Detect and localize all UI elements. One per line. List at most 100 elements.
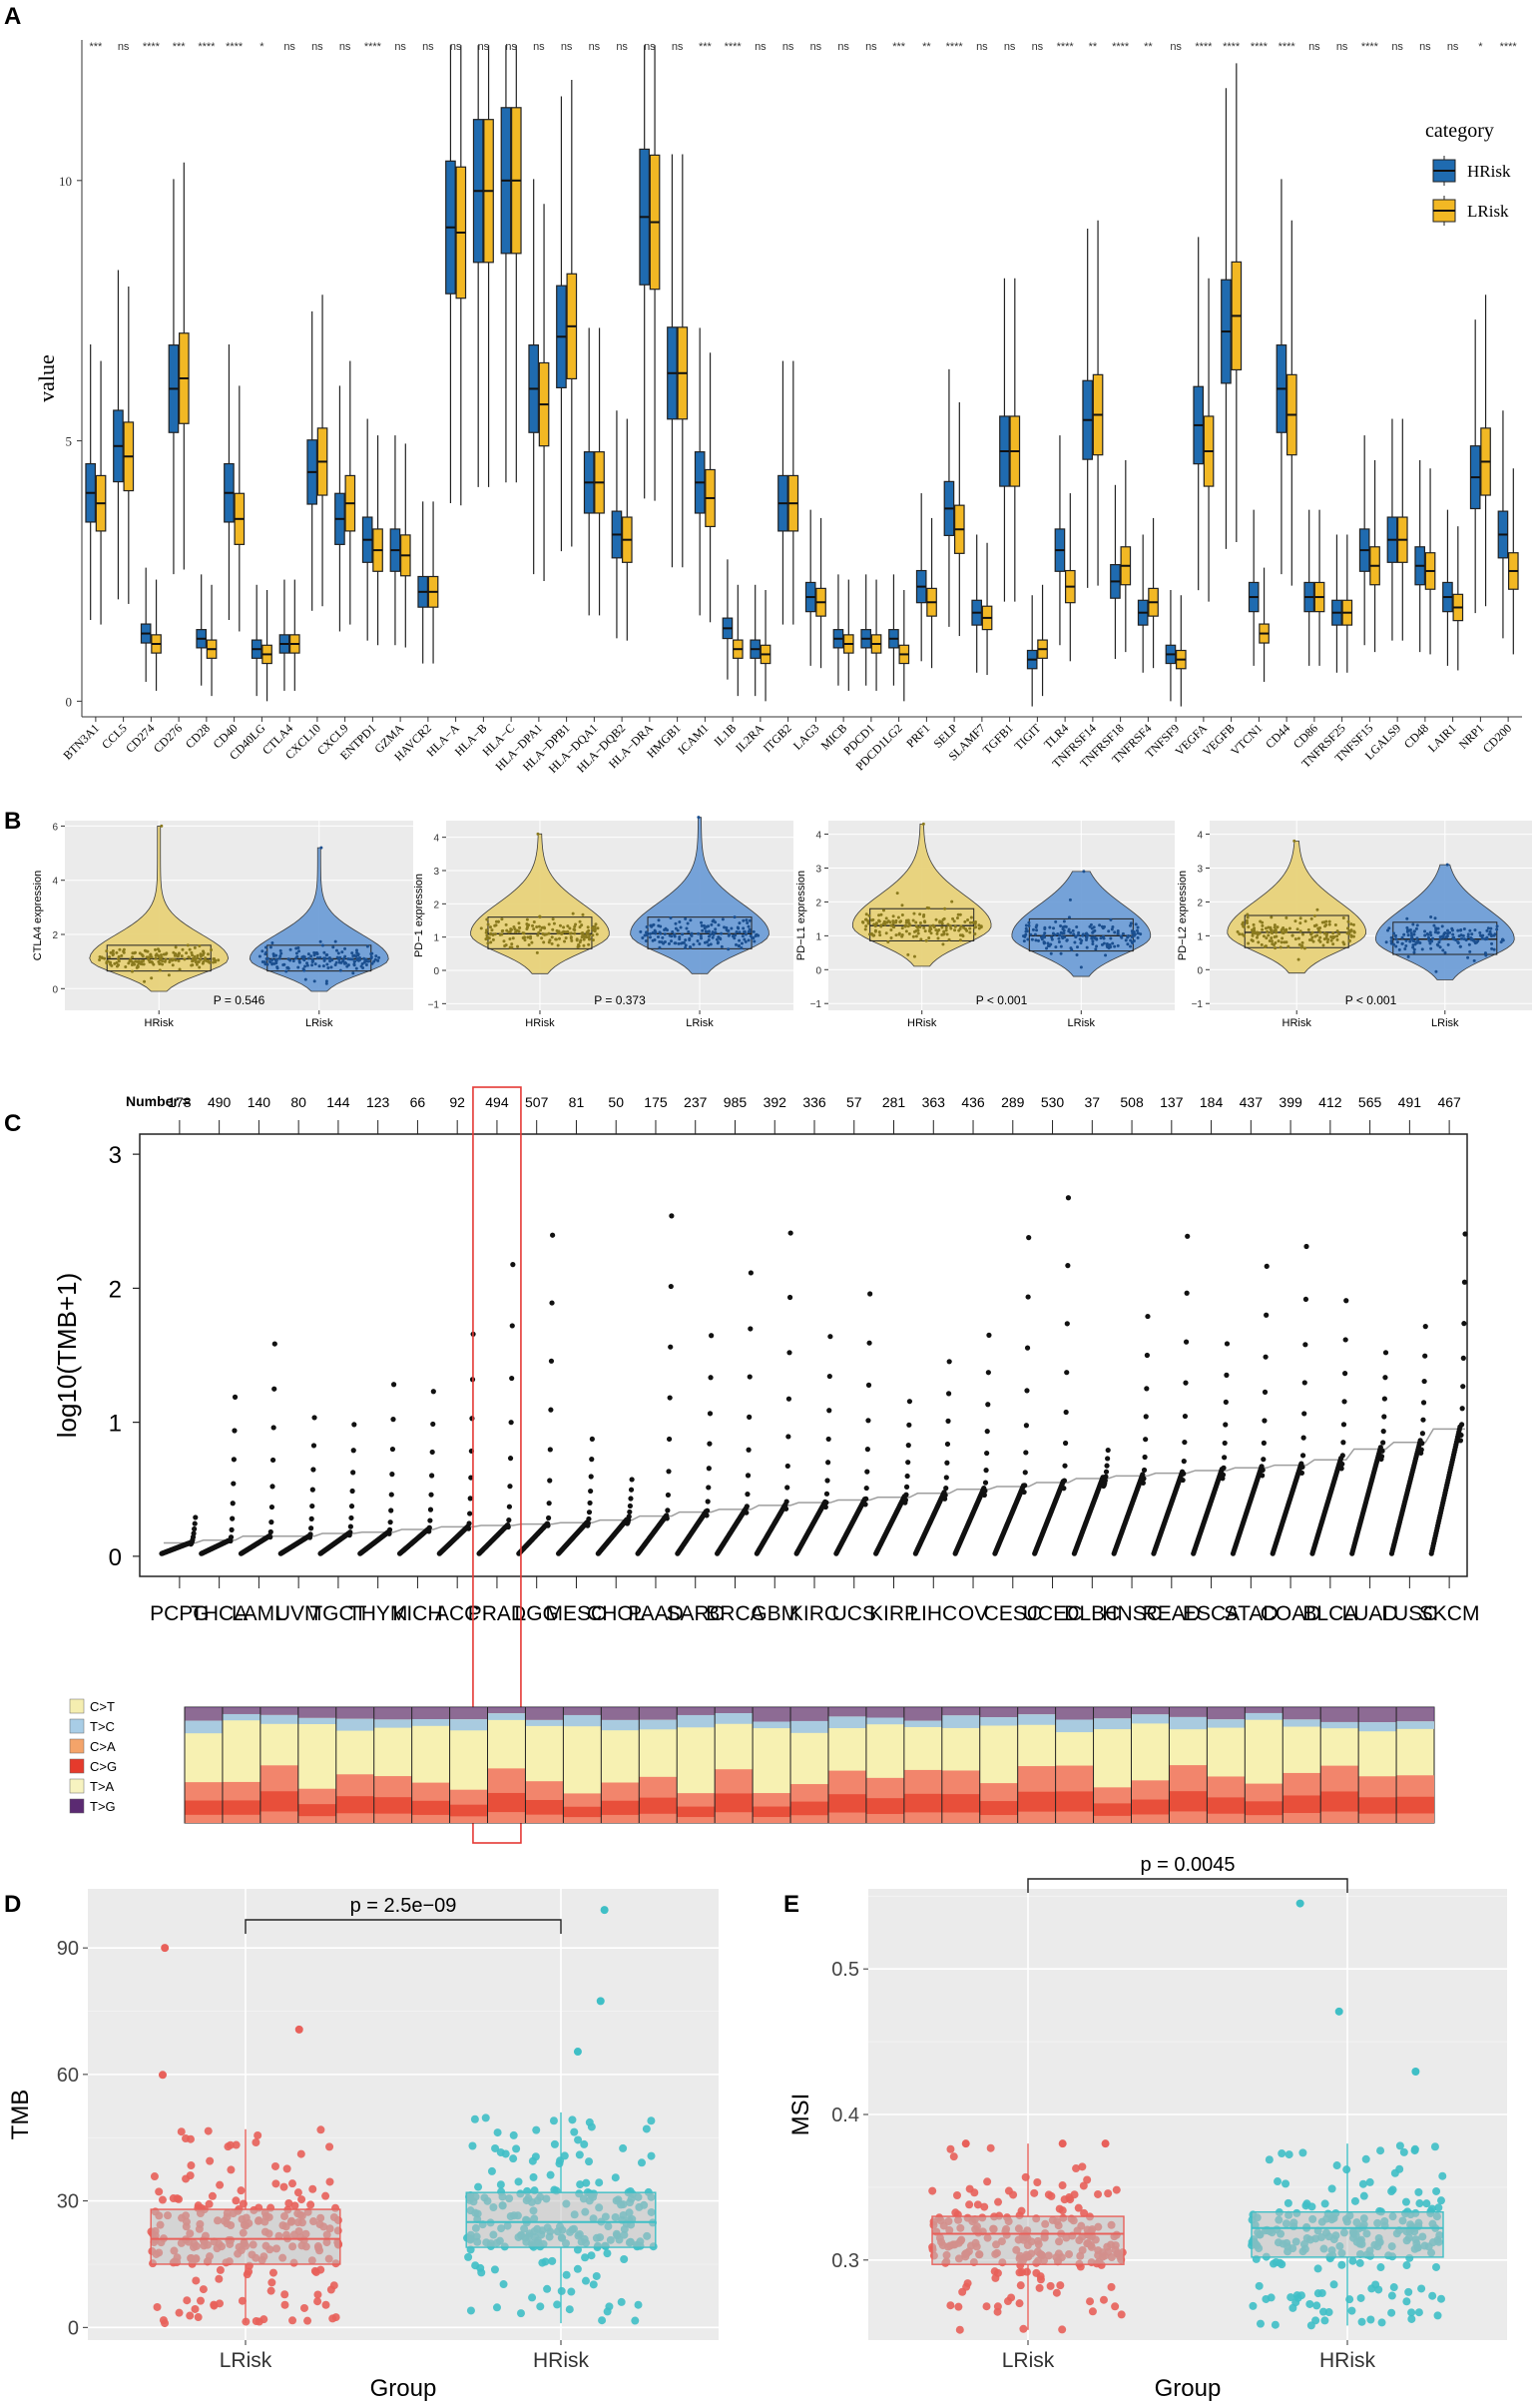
p-value-label: P = 0.373	[594, 993, 646, 1007]
outlier-point	[158, 2071, 167, 2080]
data-point	[1478, 930, 1482, 934]
data-point	[1405, 925, 1409, 929]
data-point	[914, 920, 918, 924]
data-point	[1346, 919, 1350, 923]
data-point	[1331, 931, 1335, 935]
data-point	[1279, 945, 1283, 949]
violin-plot-bg	[65, 821, 413, 1010]
data-point	[1485, 928, 1489, 932]
data-point	[705, 940, 709, 944]
sample-count-label: 66	[410, 1094, 426, 1110]
data-point	[464, 2252, 473, 2261]
data-point	[593, 924, 597, 928]
data-point	[322, 950, 326, 954]
data-point	[191, 957, 195, 961]
data-point	[193, 954, 197, 958]
data-point	[157, 955, 161, 959]
tmb-point	[389, 1446, 396, 1453]
data-point	[1426, 932, 1430, 936]
data-point	[1282, 931, 1285, 935]
tmb-point	[944, 1460, 950, 1466]
data-point	[958, 938, 962, 942]
data-point	[1030, 937, 1034, 941]
data-point	[953, 928, 957, 932]
tmb-point	[509, 1323, 515, 1329]
data-point	[973, 931, 977, 935]
data-point	[921, 914, 925, 918]
data-point	[1411, 945, 1415, 949]
data-point	[1431, 936, 1435, 940]
y-tick-label: 2	[815, 898, 821, 908]
data-point	[1256, 932, 1260, 936]
data-point	[535, 925, 539, 929]
significance-label: ns	[1447, 41, 1459, 53]
data-point	[312, 953, 316, 957]
segment-tg	[222, 1707, 260, 1714]
data-point	[1030, 2188, 1039, 2197]
y-tick-label: 90	[57, 1938, 79, 1960]
tmb-point	[193, 1514, 199, 1520]
data-point	[131, 969, 135, 973]
box-hrisk	[465, 2191, 657, 2248]
data-point	[508, 937, 512, 941]
data-point	[922, 925, 926, 929]
tmb-point	[1184, 1290, 1190, 1296]
data-point	[948, 924, 952, 928]
cancer-label: KIRC	[789, 1602, 839, 1625]
tmb-point	[308, 1525, 314, 1531]
data-point	[1488, 929, 1492, 933]
segment-tg	[1093, 1707, 1132, 1719]
significance-label: ns	[589, 41, 601, 53]
tmb-point	[1223, 1422, 1229, 1428]
sample-count-label: 123	[366, 1094, 390, 1110]
data-point	[232, 2196, 241, 2205]
data-point	[569, 931, 573, 935]
tmb-point	[627, 1508, 633, 1515]
data-point	[1351, 934, 1355, 938]
data-point	[525, 927, 529, 931]
significance-label: ns	[1391, 41, 1403, 53]
data-point	[164, 957, 168, 961]
data-point	[327, 955, 331, 959]
segment-cg	[411, 1800, 450, 1815]
data-point	[1109, 917, 1113, 921]
data-point	[310, 960, 314, 964]
outlier-point	[294, 2025, 303, 2034]
tmb-point	[1023, 1423, 1029, 1429]
data-point	[658, 939, 662, 943]
segment-cg	[1358, 1797, 1397, 1814]
significance-label: ns	[561, 41, 573, 53]
tmb-point	[1024, 1345, 1031, 1351]
data-point	[1265, 936, 1269, 940]
data-point	[1271, 941, 1275, 945]
data-point-max	[160, 824, 164, 828]
data-point	[744, 932, 748, 936]
tmb-point	[192, 1520, 198, 1526]
tmb-point	[232, 1394, 239, 1400]
significance-label: ****	[143, 41, 161, 53]
data-point	[738, 930, 742, 934]
data-point	[191, 2304, 200, 2313]
data-point	[501, 2149, 510, 2158]
data-point	[578, 919, 582, 923]
data-point	[370, 961, 374, 965]
data-point	[703, 926, 707, 930]
data-point	[690, 933, 694, 937]
significance-label: ns	[782, 41, 794, 53]
data-point	[1416, 940, 1420, 944]
tmb-point	[1140, 1480, 1146, 1487]
data-point	[1345, 926, 1349, 930]
tmb-point	[1182, 1413, 1189, 1420]
segment-tg	[1283, 1707, 1321, 1720]
data-point	[133, 962, 137, 966]
data-point	[721, 917, 725, 921]
data-point	[1274, 946, 1278, 950]
data-point	[1300, 932, 1304, 936]
tmb-point	[706, 1466, 712, 1472]
tmb-point	[707, 1441, 713, 1447]
outlier-point	[596, 1997, 605, 2006]
segment-cg	[1017, 1791, 1056, 1812]
tmb-point	[548, 1358, 555, 1364]
data-point	[268, 959, 272, 963]
data-point	[1414, 926, 1418, 930]
